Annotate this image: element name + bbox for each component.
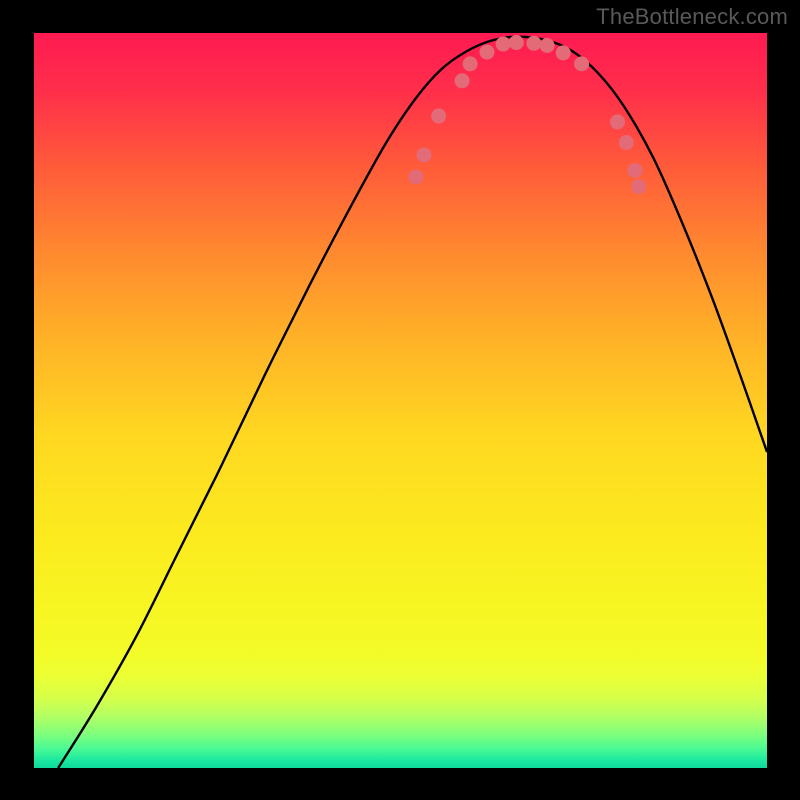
curve-marker (556, 45, 571, 60)
bottleneck-curve (58, 37, 767, 768)
curve-marker (416, 148, 431, 163)
curve-marker (574, 56, 589, 71)
curve-marker (526, 36, 541, 51)
curve-marker (628, 163, 643, 178)
curve-marker (496, 37, 511, 52)
curve-marker (431, 109, 446, 124)
curve-overlay (34, 33, 767, 768)
curve-marker (463, 56, 478, 71)
plot-area (34, 33, 767, 768)
curve-marker (509, 35, 524, 50)
curve-marker (619, 135, 634, 150)
curve-marker (631, 179, 646, 194)
curve-marker (479, 45, 494, 60)
curve-marker (408, 170, 423, 185)
chart-container: TheBottleneck.com (0, 0, 800, 800)
watermark-text: TheBottleneck.com (596, 4, 788, 30)
curve-marker (610, 114, 625, 129)
curve-marker (540, 38, 555, 53)
curve-marker (455, 73, 470, 88)
